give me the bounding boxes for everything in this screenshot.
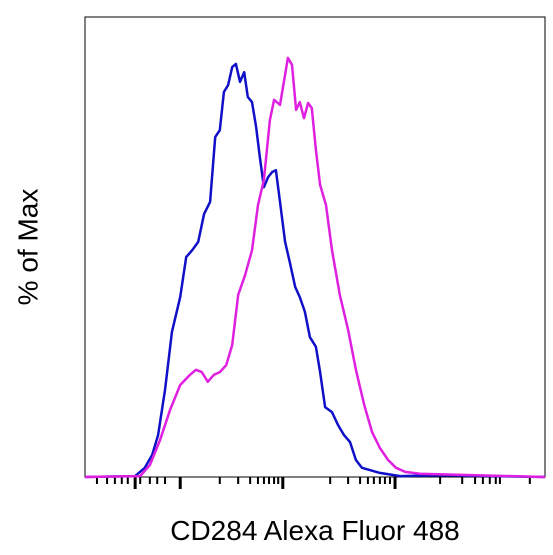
y-axis-label: % of Max — [12, 189, 43, 306]
x-axis-label: CD284 Alexa Fluor 488 — [170, 515, 460, 546]
histogram-line — [84, 56, 546, 479]
histogram-line — [84, 62, 546, 479]
plot-frame — [84, 16, 546, 478]
